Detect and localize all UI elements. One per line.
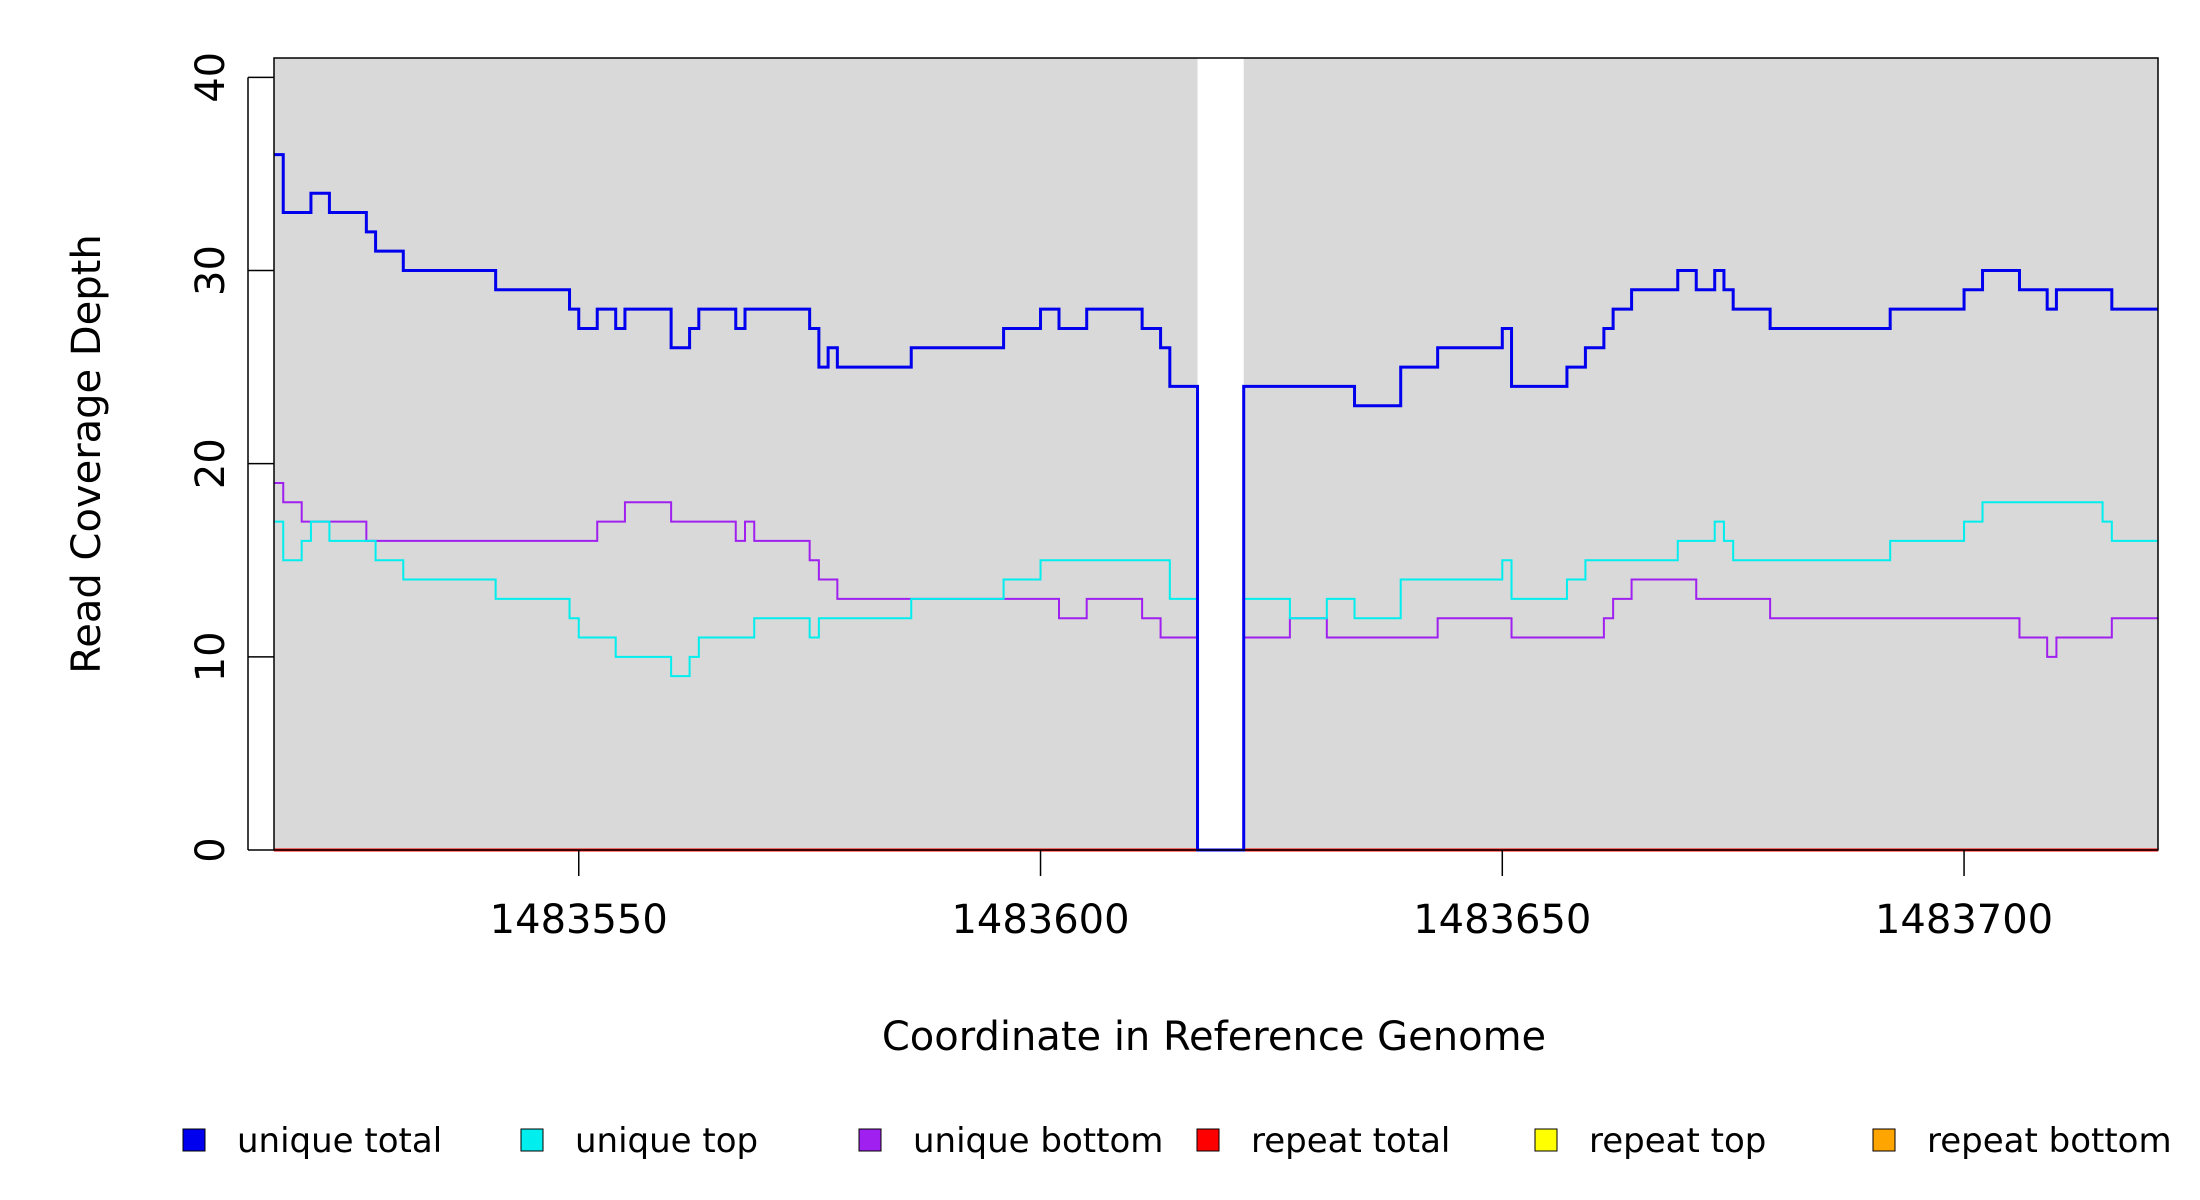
y-tick-label: 40	[188, 52, 234, 103]
legend: unique total unique top unique bottom repea…	[182, 1121, 2172, 1161]
x-axis-label: Coordinate in Reference Genome	[882, 1014, 1546, 1060]
x-tick-label: 1483700	[1875, 897, 2053, 943]
legend-label: unique total	[237, 1121, 442, 1161]
legend-label: repeat bottom	[1927, 1121, 2172, 1161]
legend-label: repeat total	[1251, 1121, 1450, 1161]
legend-label: unique top	[575, 1121, 758, 1161]
legend-swatch	[520, 1128, 544, 1152]
x-tick-label: 1483550	[490, 897, 668, 943]
plot-frame	[273, 57, 2159, 851]
y-tick-label: 10	[188, 631, 234, 682]
series-line-unique-total	[274, 153, 2158, 852]
legend-label: repeat top	[1589, 1121, 1766, 1161]
gap-region	[1197, 58, 1244, 850]
y-tick-label: 20	[188, 438, 234, 489]
axes-layer: 0 10 20 30 40 1483550 1483600 1483650 1483700	[188, 52, 2053, 943]
x-tick-label: 1483650	[1413, 897, 1591, 943]
legend-swatch	[1534, 1128, 1558, 1152]
y-tick-label: 30	[188, 245, 234, 296]
legend-swatch	[1196, 1128, 1220, 1152]
series-line-unique-bottom	[274, 481, 2158, 851]
legend-label: unique bottom	[913, 1121, 1163, 1161]
y-tick-label: 0	[188, 837, 234, 862]
legend-swatch	[1872, 1128, 1896, 1152]
legend-swatch	[182, 1128, 206, 1152]
series-line-unique-top	[274, 501, 2158, 851]
x-tick-label: 1483600	[951, 897, 1129, 943]
legend-swatch	[858, 1128, 882, 1152]
y-axis-label: Read Coverage Depth	[64, 234, 110, 673]
